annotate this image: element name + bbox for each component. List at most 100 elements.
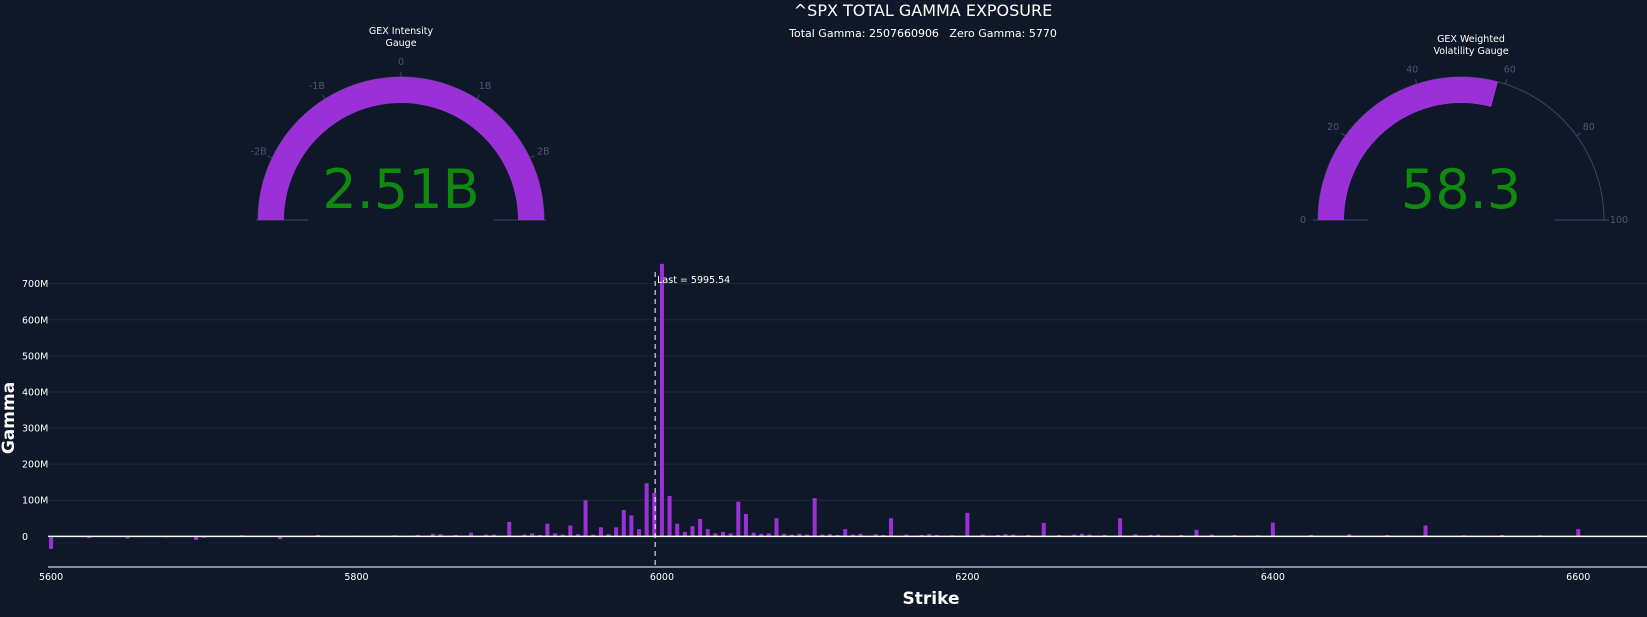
bar [87,536,92,539]
bar [1133,534,1138,537]
gauge-tick-mark [1576,132,1582,137]
gauge-tick-label: 80 [1583,122,1595,133]
bar [858,533,863,537]
bar [889,518,894,537]
bar [1079,533,1084,537]
bar [965,512,970,537]
gauge-tick-mark [321,94,326,100]
bar [728,533,733,537]
bar [927,534,932,537]
bar [530,533,535,537]
x-tick-label: 6200 [955,572,979,583]
bar [1423,525,1428,537]
bar [1087,534,1092,537]
gauge-dial: 0 20 40 60 80 100 [1300,65,1628,226]
bar [553,533,558,537]
y-tick-label: 300M [22,424,48,435]
bar [1347,534,1352,537]
gauge-tick-mark [476,94,481,100]
bar [659,263,664,537]
bar [721,531,726,537]
bar [1209,534,1214,537]
bar [782,533,787,537]
bar [522,534,527,537]
bar [1576,529,1581,537]
y-axis-ticks: 0 100M 200M 300M 400M 500M 600M 700M [22,279,48,543]
bar [278,536,283,540]
bar [873,534,878,537]
bar [766,533,771,537]
bar [1194,529,1199,537]
gauge-tick-label: -1B [309,81,325,92]
gauge-value-number: 58.3 [1401,158,1521,221]
bar [606,534,611,537]
gauge-title-line-1: GEX Intensity [369,26,434,37]
gauge-title-line-2: Volatility Gauge [1433,46,1508,57]
gauge-tick-label: 100 [1610,215,1628,226]
bar [507,521,512,537]
gauge-tick-mark [1340,132,1346,137]
x-tick-label: 5800 [344,572,368,583]
y-tick-label: 500M [22,351,48,362]
bar [621,509,626,537]
gauge-dial: -2B -1B 0 1B 2B [251,57,550,221]
y-tick-label: 700M [22,279,48,290]
bar [560,534,565,537]
bar [1011,534,1016,537]
bar [820,534,825,537]
bar [1156,534,1161,537]
last-price-label: Last = 5995.54 [657,275,730,286]
bar [583,500,588,537]
bar [698,518,703,537]
gamma-bars [49,263,1581,549]
bar [469,532,474,537]
bar [591,534,596,537]
x-tick-label: 6000 [650,572,674,583]
bar [850,534,855,537]
gauge-tick-mark [1504,79,1508,85]
bar [484,534,489,537]
bar [713,533,718,537]
bar [789,534,794,537]
gauge-title-line-1: GEX Weighted [1437,34,1505,45]
chart-title: ^SPX TOTAL GAMMA EXPOSURE [794,1,1053,20]
bar [545,523,550,537]
bar [682,531,687,537]
y-gridlines [48,283,1647,501]
x-tick-label: 6400 [1261,572,1285,583]
bar [1041,522,1046,537]
gamma-bar-chart: 0 100M 200M 300M 400M 500M 600M 700M 5600 5800 60… [0,263,1647,609]
gauge-tick-label: 1B [479,81,492,92]
y-tick-label: 400M [22,387,48,398]
bar [743,513,748,537]
bar [598,527,603,537]
bar [568,525,573,537]
y-tick-label: 600M [22,315,48,326]
bar [1118,518,1123,537]
gauge-tick-label: -2B [251,146,267,157]
bar [690,526,695,537]
bar [125,536,130,539]
gauge-tick-label: 60 [1504,65,1516,76]
gauge-title-line-2: Gauge [385,38,416,49]
bar [980,534,985,537]
bar [736,501,741,537]
gauge-value-bar [1318,77,1498,220]
bar [797,533,802,537]
bar [652,493,657,537]
bar [1003,534,1008,537]
bar [751,532,756,537]
bar [614,527,619,537]
bar [675,523,680,537]
bar [629,515,634,537]
y-tick-label: 200M [22,460,48,471]
gauge-tick-label: 0 [1300,215,1306,226]
bar [827,534,832,537]
bar [430,533,435,537]
bar [774,518,779,537]
gex-intensity-gauge: GEX Intensity Gauge -2B -1B 0 1B 2B 2.51B [251,26,550,221]
gauge-value-number: 2.51B [322,158,479,221]
bar [194,536,199,540]
bar [667,495,672,537]
